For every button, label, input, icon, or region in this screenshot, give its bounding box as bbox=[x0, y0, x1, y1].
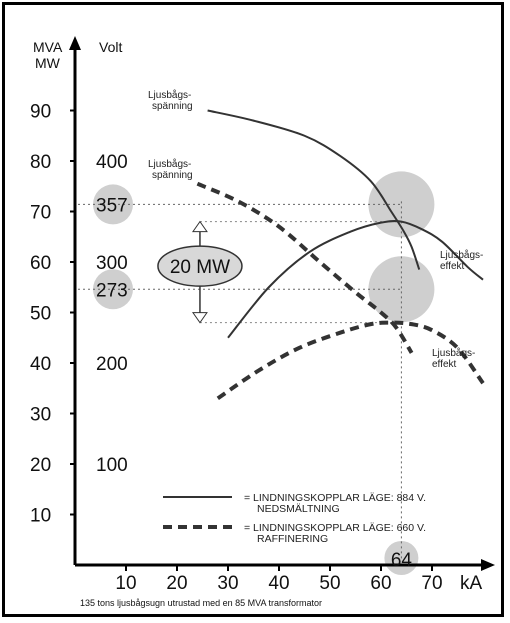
series-line-1 bbox=[207, 109, 421, 270]
series-lines bbox=[196, 109, 485, 401]
legend-text-line-2: RAFFINERING bbox=[257, 533, 328, 545]
y-tick-label: 90 bbox=[30, 102, 51, 123]
tick-labels: 10 20 30 40 50 60 70 80 90 100 200 300 400 357 273 10 20… bbox=[30, 102, 443, 595]
series-line-3 bbox=[227, 219, 484, 339]
highlight-circle-273 bbox=[368, 256, 435, 323]
legend-text-line-1: = LINDNINGSKOPPLAR LÄGE: 884 V. bbox=[244, 492, 426, 504]
x-tick-label: 30 bbox=[217, 573, 238, 594]
volt-tick-label: 100 bbox=[96, 455, 128, 476]
x-tick-label: 20 bbox=[166, 573, 187, 594]
curve-label-1: Ljusbågs-spänning bbox=[148, 89, 193, 112]
series-line-4 bbox=[216, 320, 485, 401]
volt-tick-label: 400 bbox=[96, 152, 128, 173]
y-axis-title-mva: MVA bbox=[33, 39, 63, 55]
y-tick-label: 60 bbox=[30, 253, 51, 274]
curve-label-3: Ljusbågs-effekt bbox=[440, 249, 483, 272]
series-line-2 bbox=[196, 181, 414, 354]
y-tick-label: 70 bbox=[30, 203, 51, 224]
x-tick-label: 70 bbox=[421, 573, 442, 594]
volt-tick-label: 200 bbox=[96, 354, 128, 375]
legend-text-line-1: = LINDNINGSKOPPLAR LÄGE: 660 V. bbox=[244, 522, 426, 534]
y-tick-label: 80 bbox=[30, 152, 51, 173]
curve-labels: Ljusbågs-spänning Ljusbågs-spänning Ljusbå… bbox=[148, 89, 483, 370]
mw-ellipse bbox=[157, 245, 243, 287]
y-tick-label: 20 bbox=[30, 455, 51, 476]
curve-label-2: Ljusbågs-spänning bbox=[148, 158, 193, 181]
x-axis-title: kA bbox=[460, 573, 483, 594]
y-axis-arrow bbox=[69, 36, 81, 50]
legend: = LINDNINGSKOPPLAR LÄGE: 884 V.NEDSMÄLTN… bbox=[163, 492, 426, 545]
volt-highlight-label: 357 bbox=[96, 195, 128, 216]
chart-caption: 135 tons ljusbågsugn utrustad med en 85 … bbox=[80, 598, 322, 608]
mw-arrow-down bbox=[191, 312, 208, 324]
y-tick-label: 30 bbox=[30, 405, 51, 426]
curve-label-4: Ljusbågs-effekt bbox=[432, 347, 475, 370]
mw-arrow-up bbox=[191, 220, 208, 233]
y-tick-label: 50 bbox=[30, 304, 51, 325]
current-highlight-label: 64 bbox=[391, 550, 413, 571]
volt-tick-label: 300 bbox=[96, 253, 128, 274]
x-tick-label: 60 bbox=[370, 573, 391, 594]
volt-highlight-label: 273 bbox=[96, 280, 128, 301]
volt-axis-title: Volt bbox=[99, 39, 122, 55]
x-axis-arrow bbox=[481, 559, 495, 571]
y-axis-title-mw: MW bbox=[35, 55, 61, 71]
mw-label: 20 MW bbox=[170, 257, 230, 278]
x-tick-label: 50 bbox=[319, 573, 340, 594]
y-tick-label: 10 bbox=[30, 506, 51, 527]
x-tick-label: 10 bbox=[115, 573, 136, 594]
legend-text-line-2: NEDSMÄLTNING bbox=[257, 503, 340, 515]
y-tick-label: 40 bbox=[30, 354, 51, 375]
x-tick-label: 40 bbox=[268, 573, 289, 594]
power-difference-marker: 20 MW bbox=[157, 220, 243, 324]
